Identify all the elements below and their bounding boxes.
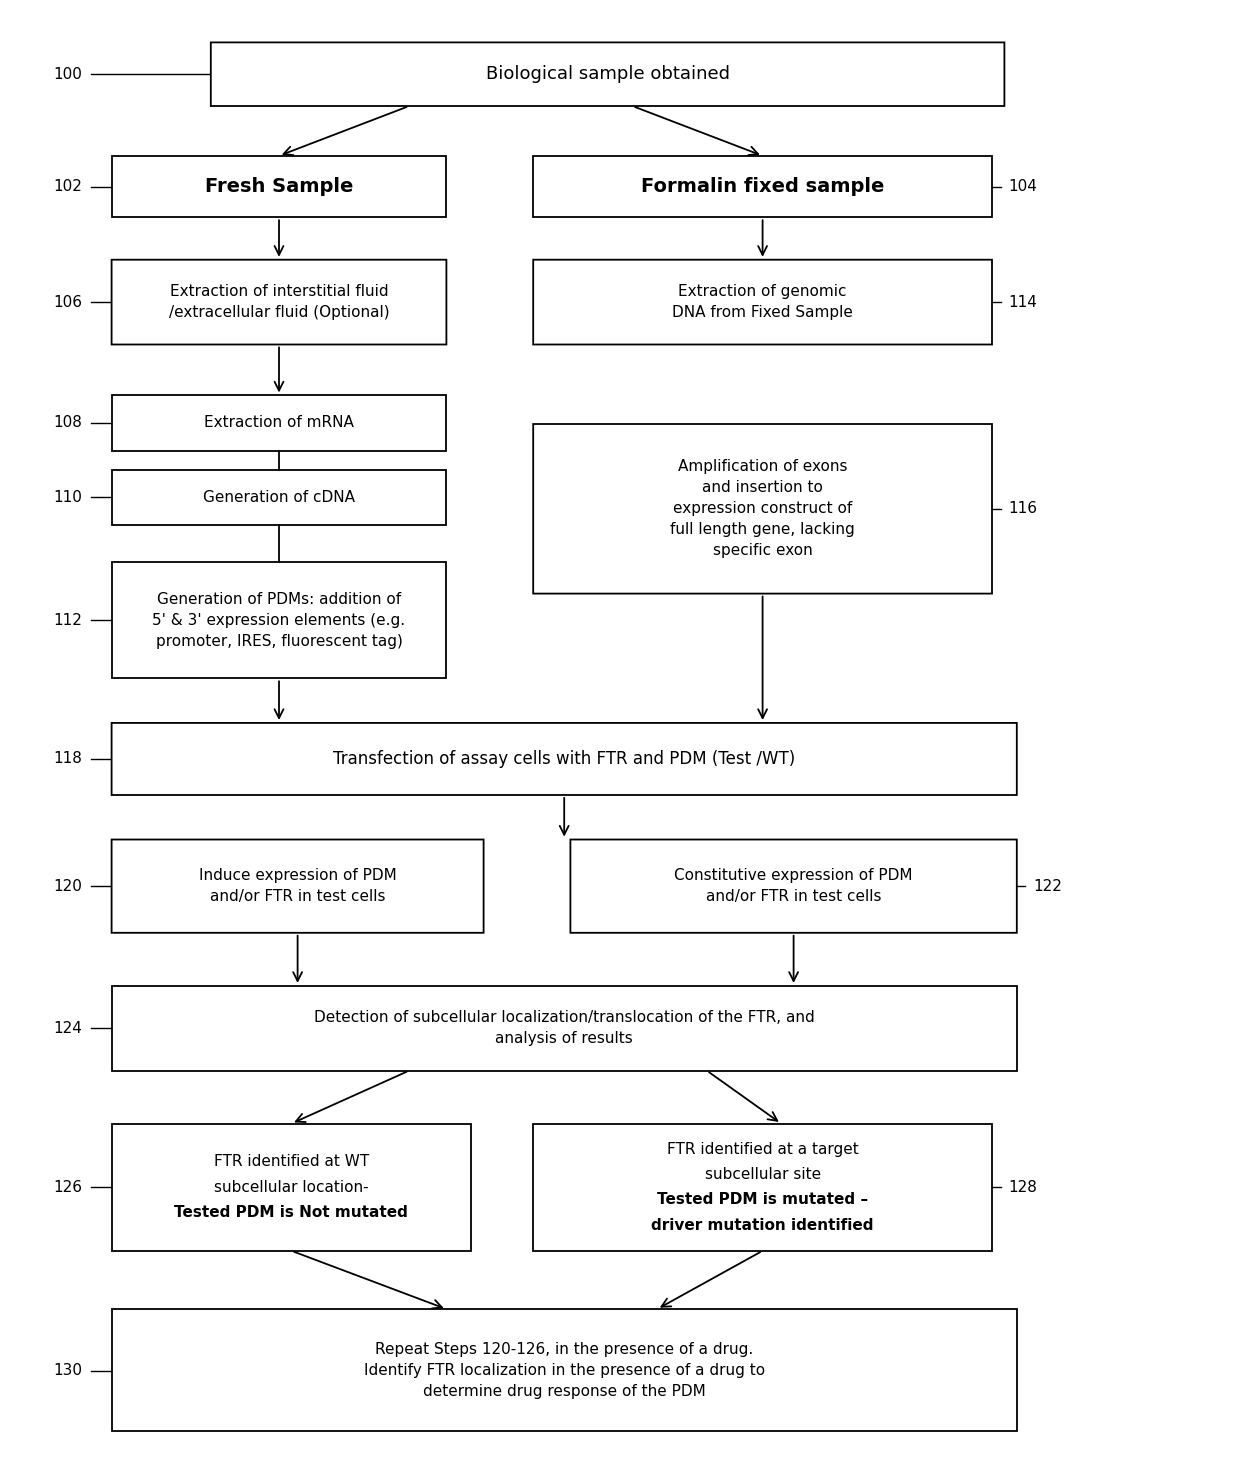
Text: Induce expression of PDM
and/or FTR in test cells: Induce expression of PDM and/or FTR in t… xyxy=(198,868,397,904)
Text: Extraction of genomic
DNA from Fixed Sample: Extraction of genomic DNA from Fixed Sam… xyxy=(672,283,853,321)
Bar xyxy=(112,1309,1017,1431)
Text: Transfection of assay cells with FTR and PDM (Test /WT): Transfection of assay cells with FTR and… xyxy=(334,749,795,767)
Text: Fresh Sample: Fresh Sample xyxy=(205,177,353,196)
Text: 124: 124 xyxy=(53,1021,83,1036)
FancyBboxPatch shape xyxy=(112,723,1017,795)
Bar xyxy=(112,395,446,451)
Text: 118: 118 xyxy=(53,751,83,766)
Bar xyxy=(112,469,446,525)
Text: 106: 106 xyxy=(53,295,83,310)
Text: Repeat Steps 120-126, in the presence of a drug.
Identify FTR localization in th: Repeat Steps 120-126, in the presence of… xyxy=(363,1342,765,1398)
Text: Constitutive expression of PDM
and/or FTR in test cells: Constitutive expression of PDM and/or FT… xyxy=(675,868,913,904)
Bar xyxy=(533,1123,992,1251)
FancyBboxPatch shape xyxy=(533,424,992,594)
Bar xyxy=(112,1123,471,1251)
Text: driver mutation identified: driver mutation identified xyxy=(651,1218,874,1233)
Text: 102: 102 xyxy=(53,180,83,194)
FancyBboxPatch shape xyxy=(533,260,992,344)
Text: 128: 128 xyxy=(1008,1180,1038,1195)
Text: subcellular site: subcellular site xyxy=(704,1166,821,1181)
Text: Extraction of interstitial fluid
/extracellular fluid (Optional): Extraction of interstitial fluid /extrac… xyxy=(169,283,389,321)
Text: 104: 104 xyxy=(1008,180,1038,194)
FancyBboxPatch shape xyxy=(112,840,484,933)
Text: Generation of cDNA: Generation of cDNA xyxy=(203,490,355,505)
Text: 126: 126 xyxy=(53,1180,83,1195)
Text: Biological sample obtained: Biological sample obtained xyxy=(486,65,729,83)
Text: FTR identified at WT: FTR identified at WT xyxy=(213,1155,370,1169)
Text: 116: 116 xyxy=(1008,502,1038,516)
Text: 122: 122 xyxy=(1033,879,1063,893)
Text: 130: 130 xyxy=(53,1364,83,1379)
Bar xyxy=(112,562,446,678)
Bar xyxy=(533,156,992,217)
FancyBboxPatch shape xyxy=(211,43,1004,105)
Text: Formalin fixed sample: Formalin fixed sample xyxy=(641,177,884,196)
Text: Detection of subcellular localization/translocation of the FTR, and
analysis of : Detection of subcellular localization/tr… xyxy=(314,1011,815,1046)
Text: 108: 108 xyxy=(53,416,83,430)
Text: 100: 100 xyxy=(53,67,83,82)
FancyBboxPatch shape xyxy=(570,840,1017,933)
Bar xyxy=(112,985,1017,1070)
Text: Tested PDM is Not mutated: Tested PDM is Not mutated xyxy=(175,1205,408,1220)
Text: 110: 110 xyxy=(53,490,83,505)
FancyBboxPatch shape xyxy=(112,260,446,344)
Text: Amplification of exons
and insertion to
expression construct of
full length gene: Amplification of exons and insertion to … xyxy=(671,460,854,558)
Text: 120: 120 xyxy=(53,879,83,893)
Text: Generation of PDMs: addition of
5' & 3' expression elements (e.g.
promoter, IRES: Generation of PDMs: addition of 5' & 3' … xyxy=(153,592,405,649)
Text: 112: 112 xyxy=(53,613,83,628)
Text: 114: 114 xyxy=(1008,295,1038,310)
Text: Extraction of mRNA: Extraction of mRNA xyxy=(205,416,353,430)
Bar xyxy=(112,156,446,217)
Text: Tested PDM is mutated –: Tested PDM is mutated – xyxy=(657,1193,868,1208)
Text: subcellular location-: subcellular location- xyxy=(215,1180,368,1195)
Text: FTR identified at a target: FTR identified at a target xyxy=(667,1141,858,1156)
